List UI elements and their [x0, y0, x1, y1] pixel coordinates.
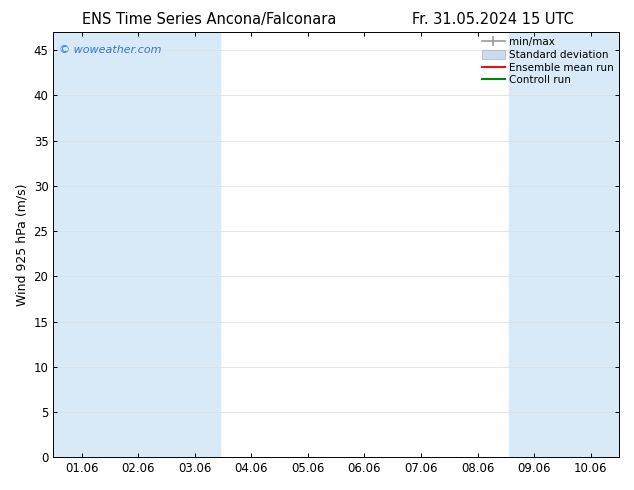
Bar — [562, 32, 619, 457]
Bar — [110, 32, 167, 457]
Bar — [167, 32, 220, 457]
Text: Fr. 31.05.2024 15 UTC: Fr. 31.05.2024 15 UTC — [412, 12, 574, 27]
Text: © woweather.com: © woweather.com — [59, 45, 162, 55]
Legend: min/max, Standard deviation, Ensemble mean run, Controll run: min/max, Standard deviation, Ensemble me… — [479, 34, 617, 88]
Y-axis label: Wind 925 hPa (m/s): Wind 925 hPa (m/s) — [15, 183, 28, 306]
Bar — [508, 32, 562, 457]
Bar — [53, 32, 110, 457]
Text: ENS Time Series Ancona/Falconara: ENS Time Series Ancona/Falconara — [82, 12, 337, 27]
